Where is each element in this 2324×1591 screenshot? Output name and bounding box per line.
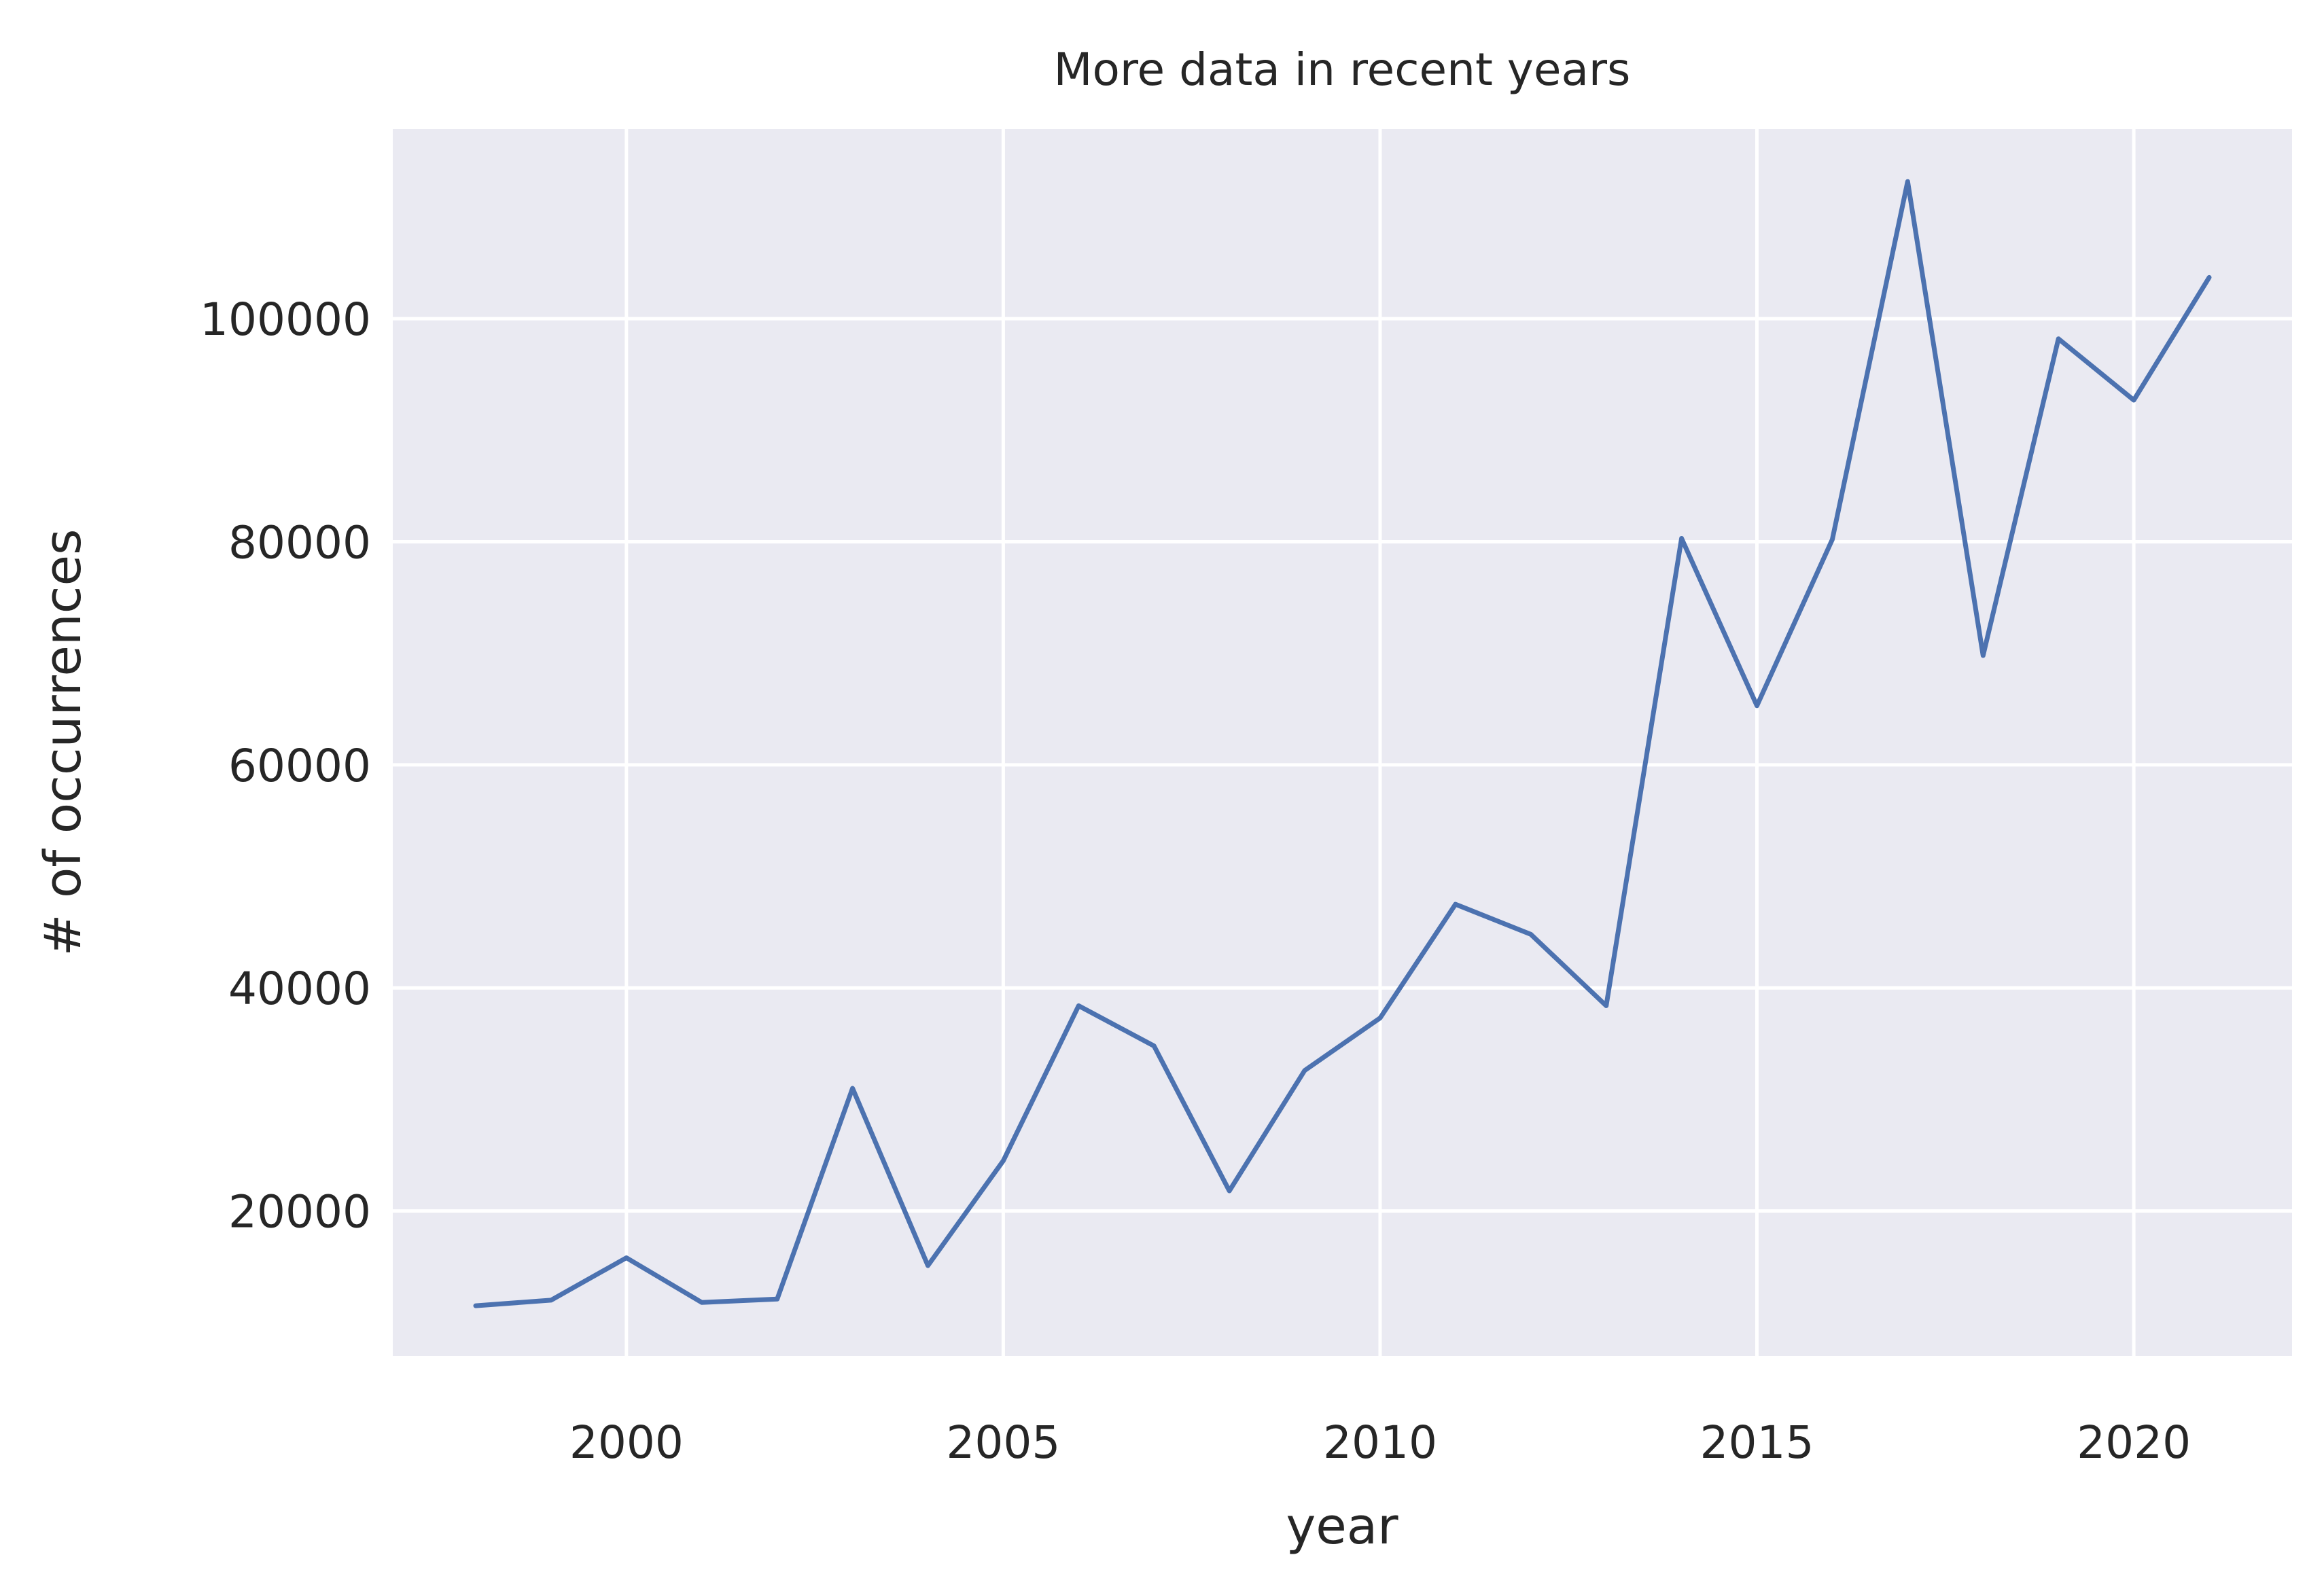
y-tick-label: 20000	[228, 1186, 371, 1238]
x-tick-label: 2020	[2077, 1416, 2191, 1469]
plot-area-background	[393, 129, 2292, 1356]
x-tick-label: 2015	[1700, 1416, 1814, 1469]
x-tick-label: 2005	[946, 1416, 1060, 1469]
x-tick-label: 2000	[569, 1416, 684, 1469]
tick-labels: 2000 2005 2010 2015 2020 20000 40000 60000 80000…	[200, 293, 2191, 1469]
y-axis-label: # of occurrences	[34, 529, 92, 956]
chart-title: More data in recent years	[1054, 43, 1631, 96]
grid-lines	[393, 129, 2292, 1356]
x-tick-label: 2010	[1323, 1416, 1437, 1469]
x-axis-label: year	[1286, 1497, 1398, 1556]
y-tick-label: 100000	[200, 293, 371, 346]
series-line	[473, 179, 2212, 1308]
y-tick-label: 40000	[228, 963, 371, 1015]
y-tick-label: 80000	[228, 516, 371, 569]
y-tick-label: 60000	[228, 740, 371, 792]
